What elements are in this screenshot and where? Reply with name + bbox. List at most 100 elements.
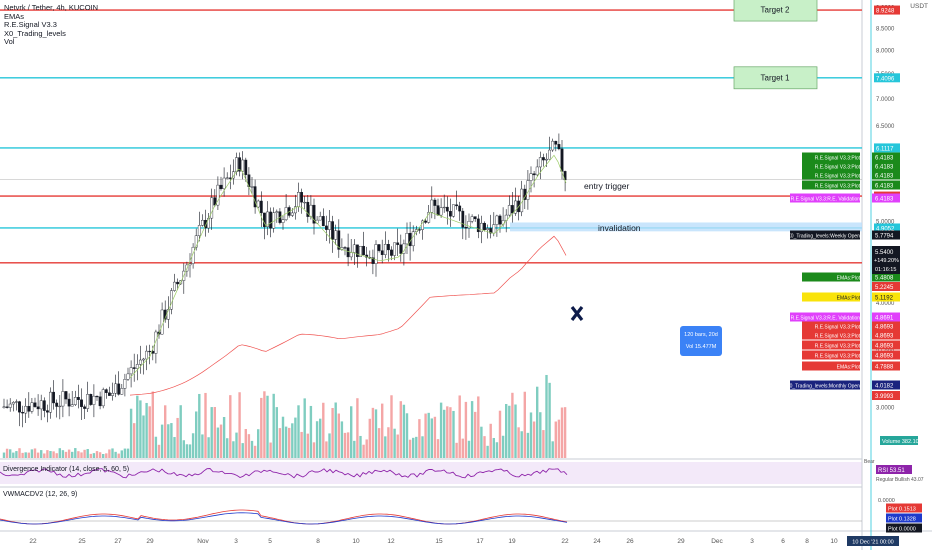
volume-bar — [514, 404, 517, 458]
macd-top-label: 0.0000 — [878, 498, 895, 504]
candle — [542, 157, 545, 161]
macd-tag-label: Plot 0.0000 — [888, 526, 916, 532]
volume-bar — [157, 444, 161, 458]
indicator-tag — [802, 361, 860, 371]
ema-slow-line — [129, 235, 567, 396]
indicator-value: 4.8693 — [875, 324, 894, 330]
candle — [529, 173, 533, 181]
volume-bar — [384, 436, 387, 458]
candle — [507, 205, 511, 216]
macd-tag — [886, 503, 922, 513]
volume-bar — [474, 411, 477, 458]
indicator-value-tag — [872, 230, 900, 240]
candle — [138, 359, 142, 365]
candle — [27, 405, 31, 412]
indicator-price-tags: R.E.Signal V3.3:Plot 6.4183 R.E.Signal V3.… — [786, 152, 900, 390]
target-box-label: Target 1 — [761, 73, 790, 82]
indicator-value-tag — [872, 330, 900, 340]
volume-bar — [486, 445, 489, 458]
candle — [321, 216, 325, 227]
candle — [331, 221, 334, 240]
candle — [67, 398, 71, 407]
candle — [281, 219, 285, 223]
volume-bar — [424, 413, 427, 458]
volume-bar — [492, 437, 495, 458]
candle — [424, 220, 427, 223]
volume-bar — [188, 444, 192, 458]
macd-indicator-label[interactable]: VWMACDV2 (12, 26, 9) — [3, 491, 78, 498]
candle — [427, 212, 431, 223]
candle — [5, 406, 9, 408]
candle — [21, 411, 24, 414]
indicator-tag — [790, 230, 860, 240]
volume-bar — [461, 438, 464, 458]
legend-vol[interactable]: Vol — [4, 37, 15, 47]
volume-bar — [179, 405, 182, 458]
candle — [548, 149, 552, 160]
volume-bar — [58, 448, 61, 458]
volume-bar — [343, 432, 347, 458]
indicator-tag-name: R.E.Signal V3.3:R.E. Validation — [791, 315, 861, 321]
volume-bar — [92, 453, 96, 458]
candle — [92, 395, 96, 405]
candle — [263, 212, 266, 227]
volume-bar — [415, 436, 418, 458]
level-tag-label: 7.4096 — [876, 76, 895, 82]
indicator-tag — [802, 292, 860, 302]
candle — [393, 242, 396, 256]
volume-bar — [36, 452, 40, 458]
price-tick-label: 8.0000 — [876, 48, 895, 54]
volume-bar — [71, 451, 74, 458]
volume-bar — [325, 441, 328, 458]
last-price-value: 5.5400 — [875, 250, 894, 256]
candle — [430, 199, 434, 213]
candle — [371, 257, 375, 264]
candle — [18, 401, 21, 413]
candle — [49, 391, 52, 413]
volume-bar — [9, 449, 12, 458]
volume-bar — [405, 413, 409, 458]
candle — [256, 200, 260, 208]
volume-bar — [244, 429, 247, 458]
volume-bar — [272, 393, 275, 458]
candle — [238, 157, 241, 172]
candle — [511, 205, 514, 214]
legend-signal[interactable]: R.E.Signal V3.3 — [4, 20, 57, 30]
volume-bar — [517, 427, 520, 458]
volume-bar — [191, 433, 195, 458]
candle — [80, 399, 83, 407]
candle — [442, 206, 446, 209]
volume-bar — [111, 448, 114, 458]
indicator-tag — [802, 321, 860, 331]
legend-emas[interactable]: EMAs — [4, 11, 25, 21]
candle — [275, 211, 279, 213]
volume-bar — [374, 409, 378, 458]
candle — [359, 245, 362, 257]
volume-bar — [12, 452, 15, 458]
candle — [538, 157, 542, 168]
volume-bar — [387, 427, 390, 458]
indicator-tag — [790, 193, 860, 203]
measure-vol: Vol 15.477M — [686, 344, 717, 350]
indicator-value: 6.4183 — [875, 164, 894, 170]
candle — [204, 219, 207, 229]
rsi-indicator-label[interactable]: Divergence Indicator (14, close, 5, 60, … — [3, 466, 130, 473]
candle — [464, 227, 468, 229]
legend-levels[interactable]: X0_Trading_levels — [4, 28, 66, 38]
candle — [89, 394, 93, 405]
volume-bar — [300, 431, 303, 458]
candle — [325, 225, 328, 230]
volume-bar — [253, 445, 257, 458]
candle — [349, 252, 353, 258]
volume-bar — [319, 418, 322, 458]
candle — [399, 244, 403, 254]
indicator-value-tag — [872, 340, 900, 350]
time-tick-label: 8 — [316, 538, 320, 545]
candle — [523, 188, 527, 200]
volume-bar — [247, 434, 251, 458]
candle — [337, 230, 341, 250]
volume-bar — [402, 404, 406, 458]
volume-bar — [176, 417, 179, 458]
level-tag — [874, 5, 900, 15]
